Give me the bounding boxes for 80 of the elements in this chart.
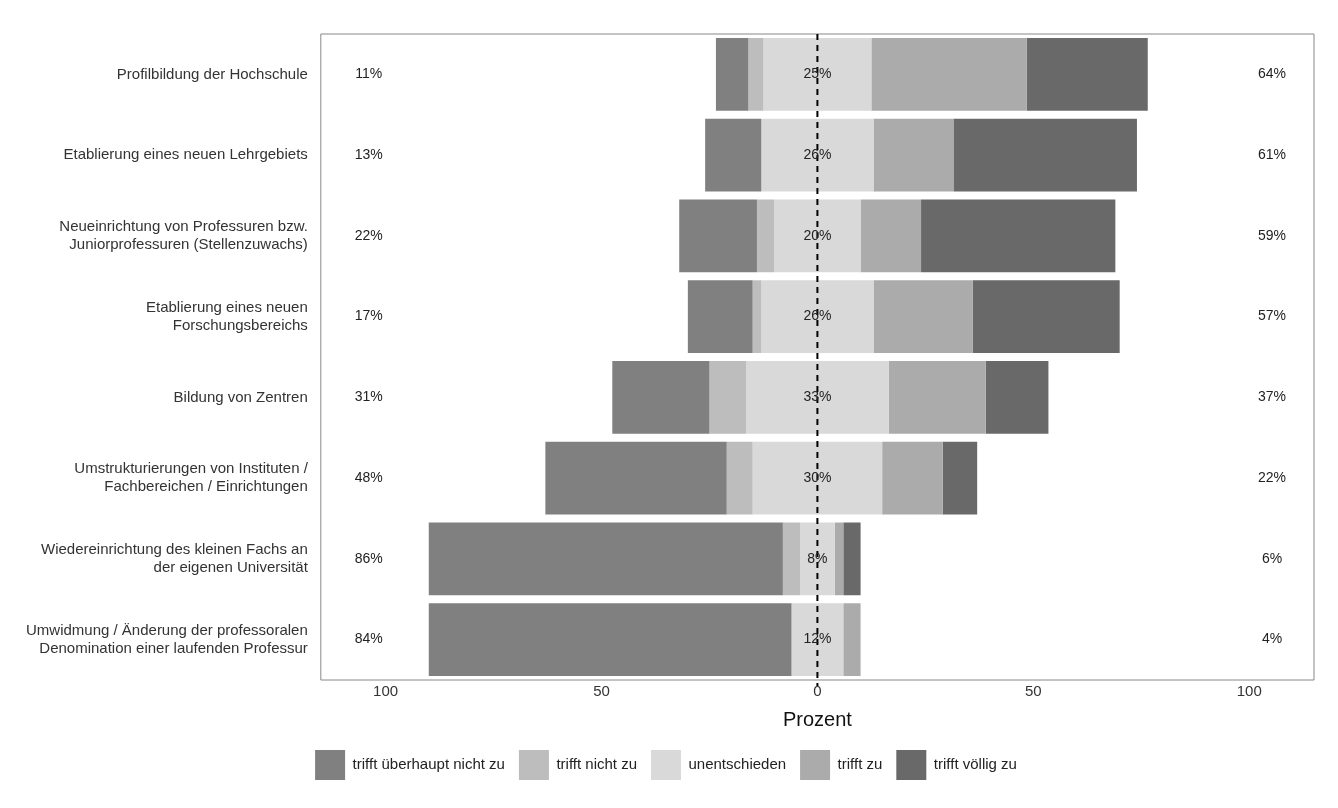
data-label: 30% (803, 468, 832, 485)
data-label: 12% (803, 630, 832, 647)
annotation: 6% (1261, 549, 1283, 566)
annotation: 22% (354, 226, 383, 243)
annotation: 22% (1257, 468, 1287, 485)
bar (752, 280, 762, 353)
bar (774, 199, 861, 273)
bar (834, 522, 844, 596)
y-tick-label: Profilbildung der Hochschule (116, 64, 308, 82)
x-tick-label: 50 (593, 682, 610, 700)
bar (791, 603, 844, 676)
x-axis-title: Prozent (782, 707, 853, 730)
bar (985, 361, 1049, 434)
annotation: 61% (1257, 145, 1287, 162)
y-tick-label: Umstrukturierungen von Instituten / Fachbereichen / Einrichtungen (74, 459, 309, 495)
bar (748, 38, 764, 111)
annotation: 31% (354, 388, 383, 405)
bar (746, 361, 889, 434)
bar (679, 199, 757, 273)
y-tick-label: Bildung von Zentren (173, 387, 308, 405)
annotation: 17% (354, 307, 383, 324)
annotation: 13% (354, 145, 383, 162)
bar (687, 280, 753, 353)
x-tick-label: 50 (1024, 682, 1042, 700)
annotation: 11% (355, 65, 383, 82)
bar (782, 522, 801, 596)
legend-label: unentschieden (688, 755, 787, 773)
annotation: 37% (1257, 388, 1287, 405)
bar (761, 118, 874, 192)
bar (942, 441, 978, 515)
y-tick-label: Neueinrichtung von Professuren bzw. Juniorprofessuren (Stellenzuwachs) (59, 217, 308, 253)
bar (873, 280, 973, 353)
annotation: 59% (1257, 226, 1287, 243)
bar (545, 441, 727, 515)
annotation: 48% (354, 468, 383, 485)
bar (1026, 38, 1148, 111)
data-label: 33% (803, 388, 832, 405)
annotation: 4% (1261, 630, 1283, 647)
y-tick-label: Etablierung eines neuen Lehrgebiets (63, 145, 308, 163)
bar (921, 199, 1116, 273)
bar (953, 118, 1137, 192)
legend-label: trifft zu (837, 755, 883, 773)
x-tick-label: 100 (373, 682, 399, 700)
annotation: 64% (1257, 65, 1287, 82)
bar (612, 361, 710, 434)
bar (972, 280, 1120, 353)
bar (871, 38, 1027, 111)
bar (428, 522, 783, 596)
legend-label: trifft nicht zu (556, 755, 638, 773)
data-label: 8% (807, 549, 828, 566)
bar (756, 199, 775, 273)
data-label: 20% (803, 226, 832, 243)
y-tick-label: Umwidmung / Änderung der professoralen Denomination einer laufenden Professur (25, 620, 308, 656)
x-tick-label: 100 (1236, 682, 1262, 700)
legend-label: trifft völlig zu (933, 755, 1017, 773)
bar (800, 522, 835, 596)
annotation: 57% (1257, 307, 1287, 324)
bar (709, 361, 747, 434)
bar (726, 441, 753, 515)
bar (715, 38, 749, 111)
x-tick-label: 0 (813, 682, 822, 700)
bar (705, 118, 762, 192)
bar (752, 441, 883, 515)
data-label: 26% (803, 307, 832, 324)
bar (888, 361, 986, 434)
legend-label: trifft überhaupt nicht zu (352, 755, 505, 773)
annotation: 84% (354, 630, 383, 647)
bar (860, 199, 922, 273)
bar (428, 603, 792, 676)
data-label: 25% (803, 65, 832, 82)
bar (882, 441, 943, 515)
bar (873, 118, 954, 192)
annotation: 86% (354, 549, 383, 566)
y-tick-label: Wiedereinrichtung des kleinen Fachs an der eigenen Universität (40, 540, 309, 576)
data-label: 26% (803, 145, 832, 162)
bar (763, 38, 872, 111)
bar (843, 522, 861, 596)
bar (761, 280, 874, 353)
y-tick-label: Etablierung eines neuen Forschungsbereichs (146, 297, 308, 333)
bar (843, 603, 861, 676)
